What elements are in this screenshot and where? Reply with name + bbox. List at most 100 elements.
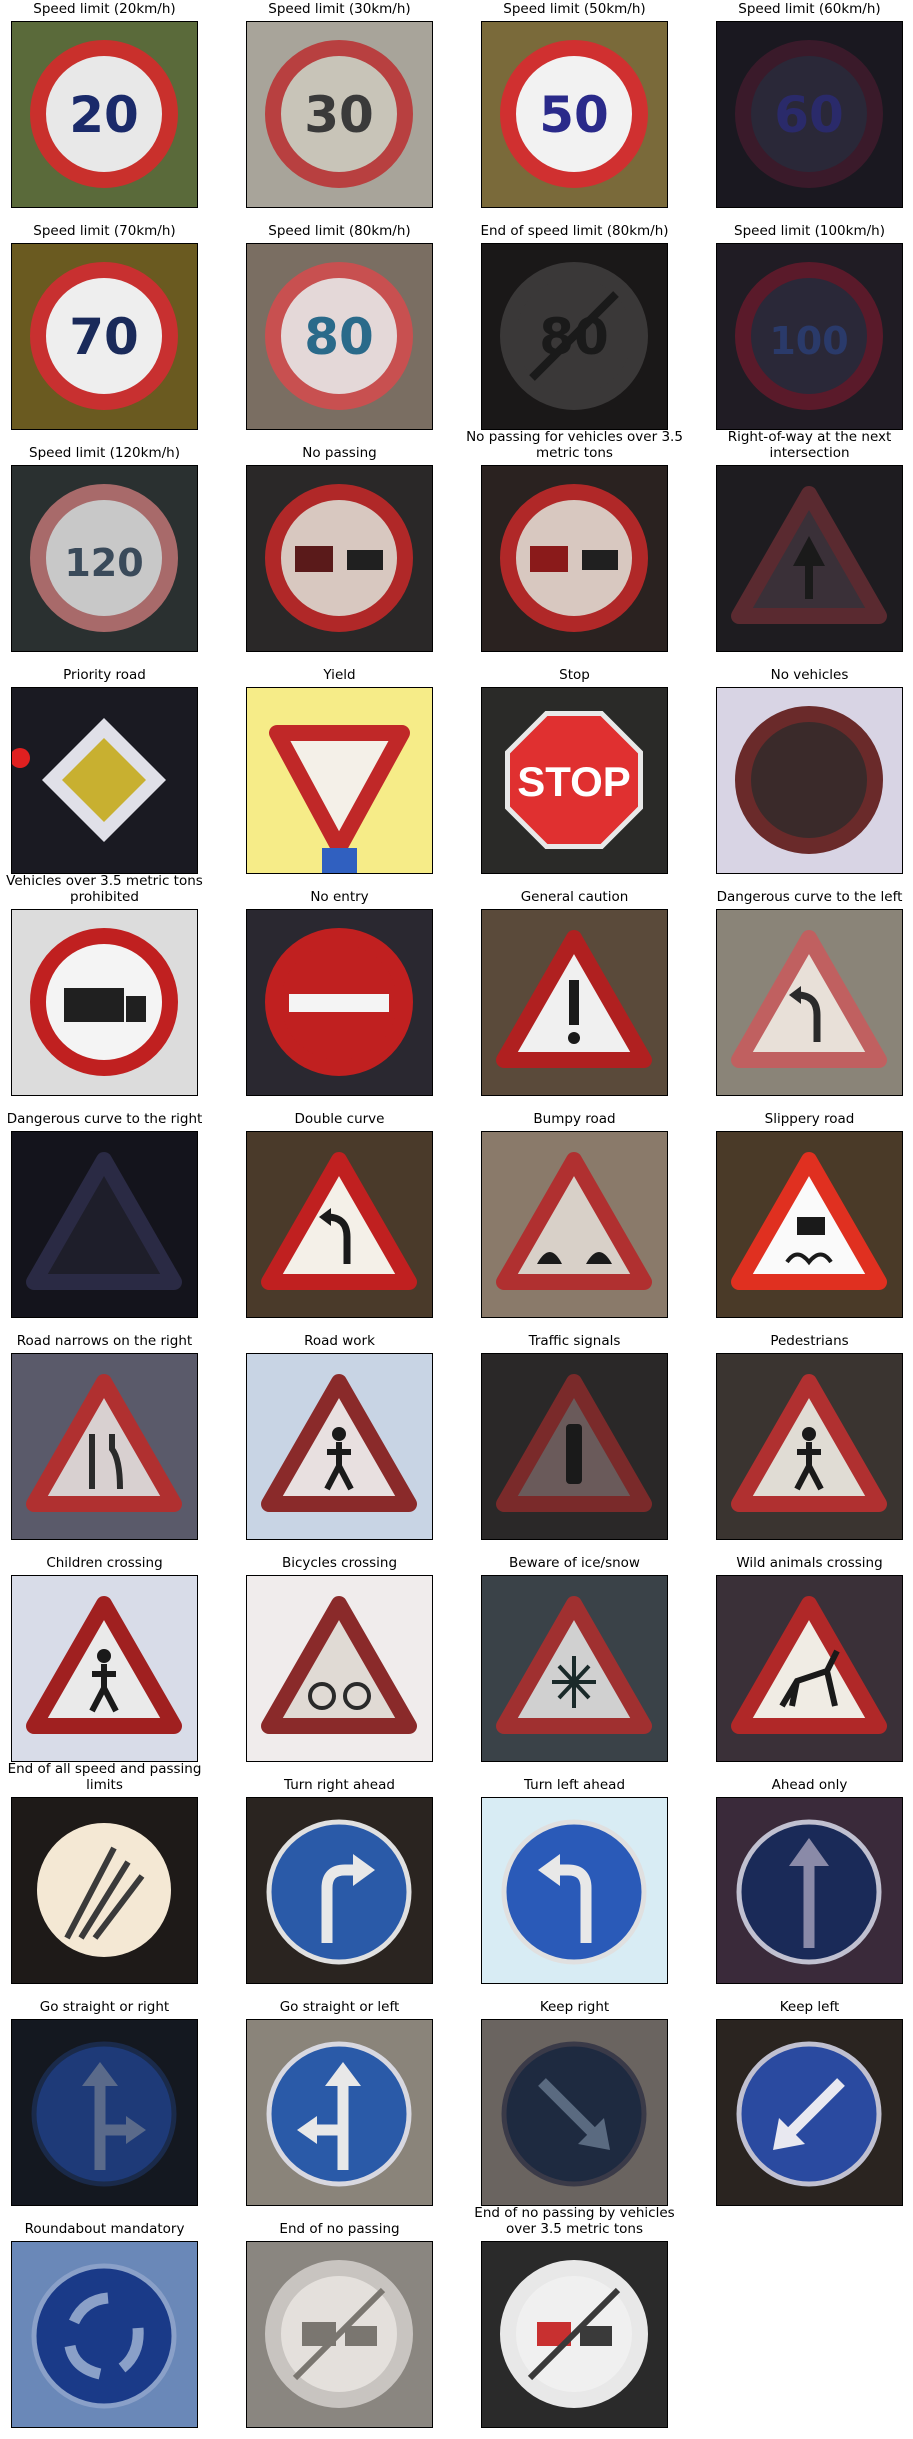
sign-image [246,687,433,874]
sign-arrow [789,1838,829,1948]
sign-arrow [773,2078,845,2150]
sign-image [716,909,903,1096]
sign-number: 70 [69,308,139,366]
end-stripe [527,2287,621,2381]
sign-triangle [26,1152,182,1290]
sign-image [246,465,433,652]
sign-pictogram [324,1427,354,1491]
white-bar [289,994,389,1012]
sign-image [481,1797,668,1984]
sign-svg: 50 [482,22,667,207]
sign-number: 50 [539,86,609,144]
sign-svg [717,1576,902,1761]
sign-number: 60 [774,86,844,144]
sign-image [716,687,903,874]
sign-number: 100 [769,319,848,363]
sign-triangle [496,1152,652,1290]
sign-pictogram [785,1217,833,1266]
sign-image [11,909,198,1096]
end-stripe [529,291,619,381]
truck-body [64,988,124,1022]
panel-title: Road work [304,1333,375,1349]
sign-svg [482,910,667,1095]
sign-number: 20 [69,86,139,144]
sign-disc [30,484,178,632]
sign-image [716,465,903,652]
sign-svg [12,1354,197,1539]
sign-svg [247,1798,432,1983]
sign-pictogram [793,536,825,599]
sign-svg: 80 [247,244,432,429]
panel-title: Right-of-way at the next intersection [727,429,892,461]
sign-pictogram [568,980,580,1044]
panel-title: Wild animals crossing [736,1555,883,1571]
sign-image [11,2019,198,2206]
vehicle-right [580,2326,612,2346]
sign-triangle [26,1374,182,1512]
end-stripe [292,2287,386,2381]
panel-title: Keep right [539,1999,610,2015]
sign-svg: STOP [482,688,667,873]
sign-pictogram [789,986,821,1042]
panel-title: Speed limit (100km/h) [734,223,885,239]
sign-svg: 60 [717,22,902,207]
sign-svg [247,1576,432,1761]
sign-disc [265,262,413,410]
sign-svg [247,910,432,1095]
sign-image: STOP [481,687,668,874]
sign-image [716,1797,903,1984]
sign-triangle [269,725,410,856]
sign-image [716,2019,903,2206]
sign-svg [717,466,902,651]
panel-title: No entry [310,889,369,905]
sign-image [246,1575,433,1762]
sign-disc [735,262,883,410]
sign-svg [12,910,197,1095]
sign-image [716,1353,903,1540]
sign-pictogram [319,1208,351,1264]
sign-svg [247,1132,432,1317]
sign-octagon [505,711,643,849]
sign-image: 50 [481,21,668,208]
panel-title: End of speed limit (80km/h) [480,223,669,239]
sign-svg [717,1132,902,1317]
sign-svg [12,1798,197,1983]
panel-title: Bicycles crossing [281,1555,398,1571]
end-stripes [64,1846,145,1940]
panel-title: Speed limit (60km/h) [738,1,881,17]
panel-title: Stop [559,667,590,683]
sign-image [716,1131,903,1318]
panel-title: Priority road [63,667,146,683]
sign-pictogram [794,1427,824,1491]
sign-disc [735,40,883,188]
sign-disc [266,1819,412,1965]
sign-svg [12,2242,197,2427]
sign-disc [500,40,648,188]
sign-pictogram [308,1682,371,1710]
sign-svg [482,1132,667,1317]
sign-image [246,1797,433,1984]
sign-svg: 70 [12,244,197,429]
sign-svg [482,1798,667,1983]
panel-title: Keep left [779,1999,840,2015]
panel-title: Yield [323,667,356,683]
sign-number: 30 [304,86,374,144]
sign-image: 30 [246,21,433,208]
light-glare [12,748,30,768]
sign-svg [482,1576,667,1761]
panel-title: Beware of ice/snow [509,1555,640,1571]
sign-image [246,2019,433,2206]
sign-disc [735,706,883,854]
sign-image: 100 [716,243,903,430]
panel-title: No passing for vehicles over 3.5 metric … [466,429,683,461]
sign-pictogram [537,1252,612,1264]
sign-image [481,909,668,1096]
vehicle-right [582,550,618,570]
vehicle-right [347,550,383,570]
sign-number: 120 [64,541,143,585]
panel-title: Bumpy road [533,1111,616,1127]
sign-disc [265,484,413,632]
panel-title: No passing [302,445,377,461]
sign-disc [265,40,413,188]
sign-svg [717,2020,902,2205]
